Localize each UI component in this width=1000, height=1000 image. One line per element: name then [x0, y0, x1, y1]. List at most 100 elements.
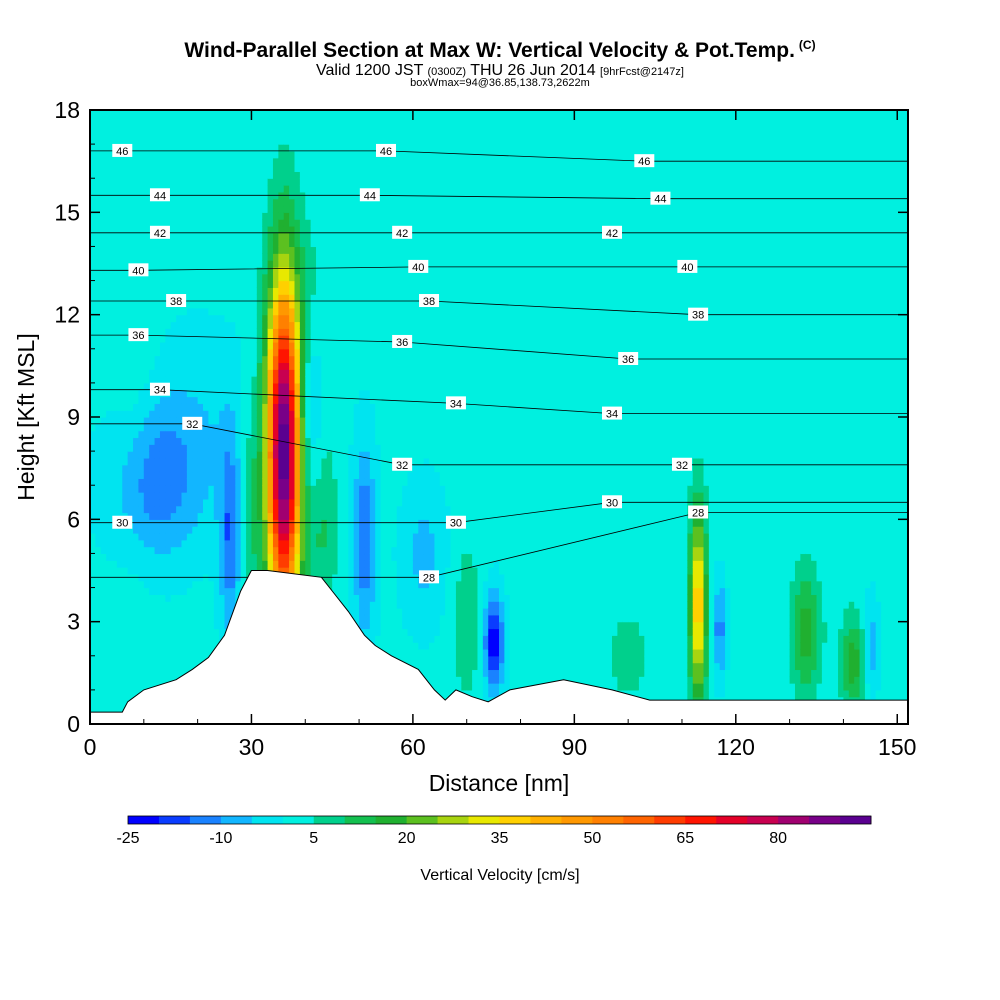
w-cell	[272, 225, 279, 234]
w-cell	[95, 341, 102, 350]
w-cell	[122, 157, 129, 166]
w-cell	[380, 225, 387, 234]
w-cell	[353, 369, 360, 377]
w-cell	[310, 389, 317, 398]
w-cell	[267, 376, 274, 384]
w-cell	[90, 382, 96, 391]
w-cell	[278, 457, 285, 466]
w-cell	[256, 403, 263, 411]
w-cell	[348, 239, 355, 248]
w-cell	[116, 294, 123, 302]
w-cell	[176, 137, 183, 145]
w-cell	[197, 464, 204, 473]
w-cell	[267, 314, 274, 323]
w-cell	[321, 382, 328, 391]
w-cell	[90, 628, 96, 636]
w-cell	[213, 246, 220, 254]
w-cell	[186, 546, 193, 555]
w-cell	[289, 341, 296, 350]
w-cell	[337, 492, 344, 500]
w-cell	[111, 505, 118, 514]
w-cell	[229, 478, 236, 486]
w-cell	[380, 123, 387, 132]
w-cell	[283, 376, 290, 384]
w-cell	[165, 512, 172, 520]
w-cell	[337, 232, 344, 241]
w-cell	[170, 260, 177, 268]
w-cell	[272, 485, 279, 493]
w-cell	[305, 307, 312, 316]
w-cell	[111, 655, 118, 664]
w-cell	[224, 219, 231, 227]
w-cell	[203, 396, 209, 404]
w-cell	[359, 423, 366, 432]
w-cell	[299, 553, 306, 561]
w-cell	[133, 348, 140, 357]
w-cell	[294, 198, 301, 207]
w-cell	[90, 348, 96, 357]
w-cell	[219, 239, 226, 248]
w-cell	[256, 328, 263, 336]
w-cell	[262, 362, 269, 370]
w-cell	[219, 389, 226, 398]
w-cell	[272, 396, 279, 404]
w-cell	[240, 110, 247, 118]
w-cell	[294, 178, 301, 186]
w-cell	[116, 621, 123, 630]
w-cell	[159, 464, 166, 473]
w-cell	[100, 594, 107, 602]
w-cell	[143, 451, 150, 459]
w-cell	[186, 410, 193, 418]
w-cell	[359, 287, 366, 295]
w-cell	[122, 341, 129, 350]
w-cell	[272, 212, 279, 220]
w-cell	[348, 307, 355, 316]
w-cell	[299, 492, 306, 500]
w-cell	[100, 662, 107, 671]
w-cell	[375, 614, 382, 623]
w-cell	[240, 369, 247, 377]
w-cell	[342, 178, 349, 186]
w-cell	[181, 621, 188, 630]
w-cell	[116, 498, 123, 507]
w-cell	[176, 369, 183, 377]
w-cell	[364, 246, 371, 254]
w-cell	[133, 294, 140, 302]
w-cell	[224, 157, 231, 166]
w-cell	[111, 116, 118, 125]
w-cell	[165, 335, 172, 343]
w-cell	[149, 260, 156, 268]
w-cell	[181, 164, 188, 172]
w-cell	[111, 246, 118, 254]
w-cell	[100, 451, 107, 459]
w-cell	[337, 505, 344, 514]
w-cell	[100, 389, 107, 398]
w-cell	[127, 471, 134, 479]
w-cell	[224, 417, 231, 425]
w-cell	[149, 280, 156, 288]
w-cell	[208, 273, 215, 282]
w-cell	[326, 198, 333, 207]
w-cell	[342, 239, 349, 248]
w-cell	[213, 512, 220, 520]
w-cell	[95, 205, 102, 213]
w-cell	[186, 294, 193, 302]
w-cell	[122, 294, 129, 302]
w-cell	[267, 539, 274, 548]
w-cell	[111, 601, 118, 609]
w-cell	[299, 382, 306, 391]
w-cell	[251, 457, 258, 466]
w-cell	[272, 355, 279, 364]
w-cell	[100, 580, 107, 589]
w-cell	[229, 321, 236, 329]
w-cell	[192, 580, 199, 589]
w-cell	[364, 464, 371, 473]
w-cell	[380, 505, 387, 514]
w-cell	[299, 232, 306, 241]
w-cell	[165, 198, 172, 207]
w-cell	[289, 546, 296, 555]
w-cell	[181, 130, 188, 138]
w-cell	[375, 498, 382, 507]
w-cell	[224, 225, 231, 234]
w-cell	[106, 294, 113, 302]
